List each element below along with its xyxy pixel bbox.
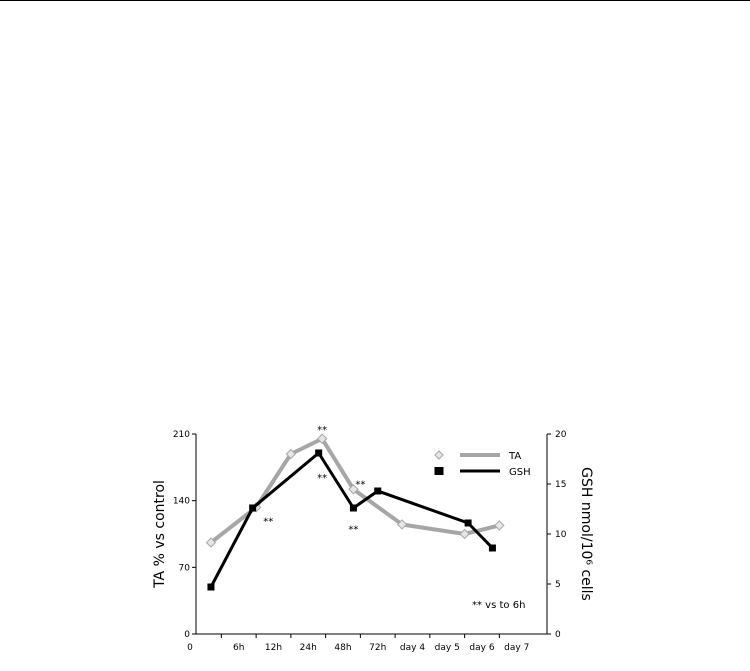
x-tick-label: 24h [300, 643, 317, 653]
data-point-gsh [315, 449, 323, 457]
left-y-ticks: 0 70 140 210 [173, 430, 196, 640]
x-tick-label: day 6 [469, 643, 494, 653]
legend-item-ta: TA [434, 450, 521, 462]
left-y-axis-title: TA % vs control [152, 480, 168, 589]
left-y-tick-label: 0 [184, 630, 190, 640]
significance-mark: ** [348, 524, 358, 535]
legend-label-gsh: GSH [509, 467, 531, 478]
left-y-tick-label: 140 [173, 497, 190, 507]
right-y-tick-label: 5 [555, 580, 561, 590]
x-ticks: 0 6h 12h 24h 48h 72h day 4 day 5 day 6 day 7 [187, 634, 529, 653]
data-point-gsh [374, 487, 382, 495]
significance-marks: ** ** ** ** ** [263, 425, 365, 535]
x-tick-label: 72h [369, 643, 386, 653]
x-tick-label: day 7 [504, 643, 529, 653]
data-point-gsh [488, 544, 496, 552]
right-y-tick-label: 0 [555, 630, 561, 640]
top-rule [0, 0, 750, 1]
significance-mark: ** [355, 480, 365, 491]
data-point-ta [205, 537, 217, 548]
data-point-ta [316, 433, 328, 444]
data-point-gsh [464, 519, 472, 527]
data-point-ta [285, 448, 297, 460]
data-point-gsh [207, 583, 215, 591]
significance-mark: ** [317, 425, 327, 436]
series-line-gsh [209, 451, 494, 588]
significance-note: ** vs to 6h [472, 600, 525, 611]
data-point-gsh [349, 504, 357, 512]
x-origin-label: 0 [187, 643, 193, 653]
legend-marker-ta [434, 450, 444, 460]
data-point-ta [396, 519, 408, 530]
x-tick-label: day 5 [435, 643, 460, 653]
legend-label-ta: TA [508, 451, 521, 462]
right-y-axis-title: GSH nmol/10⁶ cells [578, 467, 594, 601]
x-tick-label: day 4 [400, 643, 425, 653]
legend-marker-gsh [434, 467, 444, 475]
x-tick-label: 6h [233, 643, 244, 653]
right-y-tick-label: 10 [555, 530, 567, 540]
left-y-tick-label: 210 [173, 430, 190, 440]
legend: TA GSH [434, 450, 531, 478]
right-y-ticks: 0 5 10 15 20 [547, 430, 567, 640]
data-point-ta [459, 528, 470, 540]
significance-mark: ** [317, 473, 327, 484]
series-gsh [207, 449, 496, 591]
data-point-ta [494, 520, 505, 531]
left-y-tick-label: 70 [179, 563, 191, 573]
series-layer [205, 433, 505, 591]
legend-item-gsh: GSH [434, 467, 531, 478]
right-y-tick-label: 15 [555, 480, 566, 490]
right-y-tick-label: 20 [555, 430, 567, 440]
data-point-gsh [249, 504, 257, 512]
x-tick-label: 12h [265, 643, 282, 653]
significance-mark: ** [263, 517, 273, 528]
data-point-ta [348, 484, 359, 495]
x-tick-label: 48h [334, 643, 351, 653]
